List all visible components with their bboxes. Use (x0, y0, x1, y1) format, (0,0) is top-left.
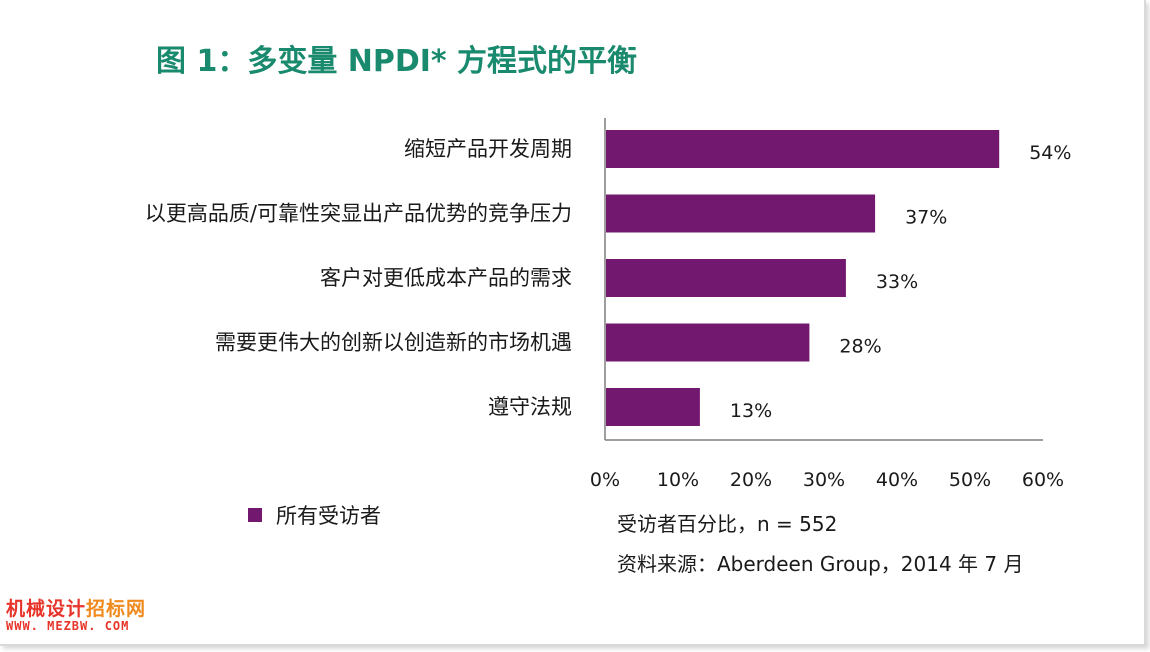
bars-layer (606, 130, 1000, 426)
category-label: 需要更伟大的创新以创造新的市场机遇 (215, 331, 572, 355)
ticks-layer: 0% 10% 20% 30% 40% 50% 60% (590, 469, 1064, 491)
x-tick-label: 0% (590, 469, 620, 491)
x-tick-label: 60% (1022, 469, 1064, 491)
watermark-url: WWW. MEZBW. COM (6, 618, 130, 633)
bar (606, 194, 876, 233)
value-label: 28% (839, 336, 881, 358)
x-tick-label: 30% (803, 469, 845, 491)
value-label: 33% (876, 271, 918, 293)
watermark-text-a: 机械设计 (6, 598, 87, 620)
category-label: 以更高品质/可靠性突显出产品优势的竞争压力 (145, 202, 572, 226)
value-label: 13% (730, 400, 772, 422)
source-note: 资料来源：Aberdeen Group，2014 年 7 月 (617, 552, 1024, 576)
labels-layer: 缩短产品开发周期 54% 以更高品质/可靠性突显出产品优势的竞争压力 37% 客户对更低… (145, 137, 1072, 422)
sample-note: 受访者百分比，n = 552 (617, 512, 838, 536)
bar (606, 323, 810, 362)
watermark-text-b: 招标网 (86, 598, 147, 620)
value-label: 54% (1029, 142, 1071, 164)
x-tick-label: 20% (730, 469, 772, 491)
watermark-line1: 机械设计招标网 (6, 598, 147, 620)
legend-swatch (248, 508, 262, 522)
x-tick-label: 40% (876, 469, 918, 491)
watermark-logo: 机械设计招标网 WWW. MEZBW. COM (6, 598, 147, 633)
bar (606, 388, 700, 426)
x-tick-label: 10% (657, 469, 699, 491)
chart-title: 图 1：多变量 NPDI* 方程式的平衡 (156, 44, 638, 79)
value-label: 37% (905, 207, 947, 229)
category-label: 客户对更低成本产品的需求 (320, 266, 572, 290)
legend: 所有受访者 (248, 500, 381, 530)
bar (606, 259, 846, 297)
category-label: 遵守法规 (488, 395, 572, 419)
bar (606, 130, 1000, 168)
legend-label: 所有受访者 (276, 504, 381, 528)
x-tick-label: 50% (949, 469, 991, 491)
category-label: 缩短产品开发周期 (404, 137, 572, 161)
